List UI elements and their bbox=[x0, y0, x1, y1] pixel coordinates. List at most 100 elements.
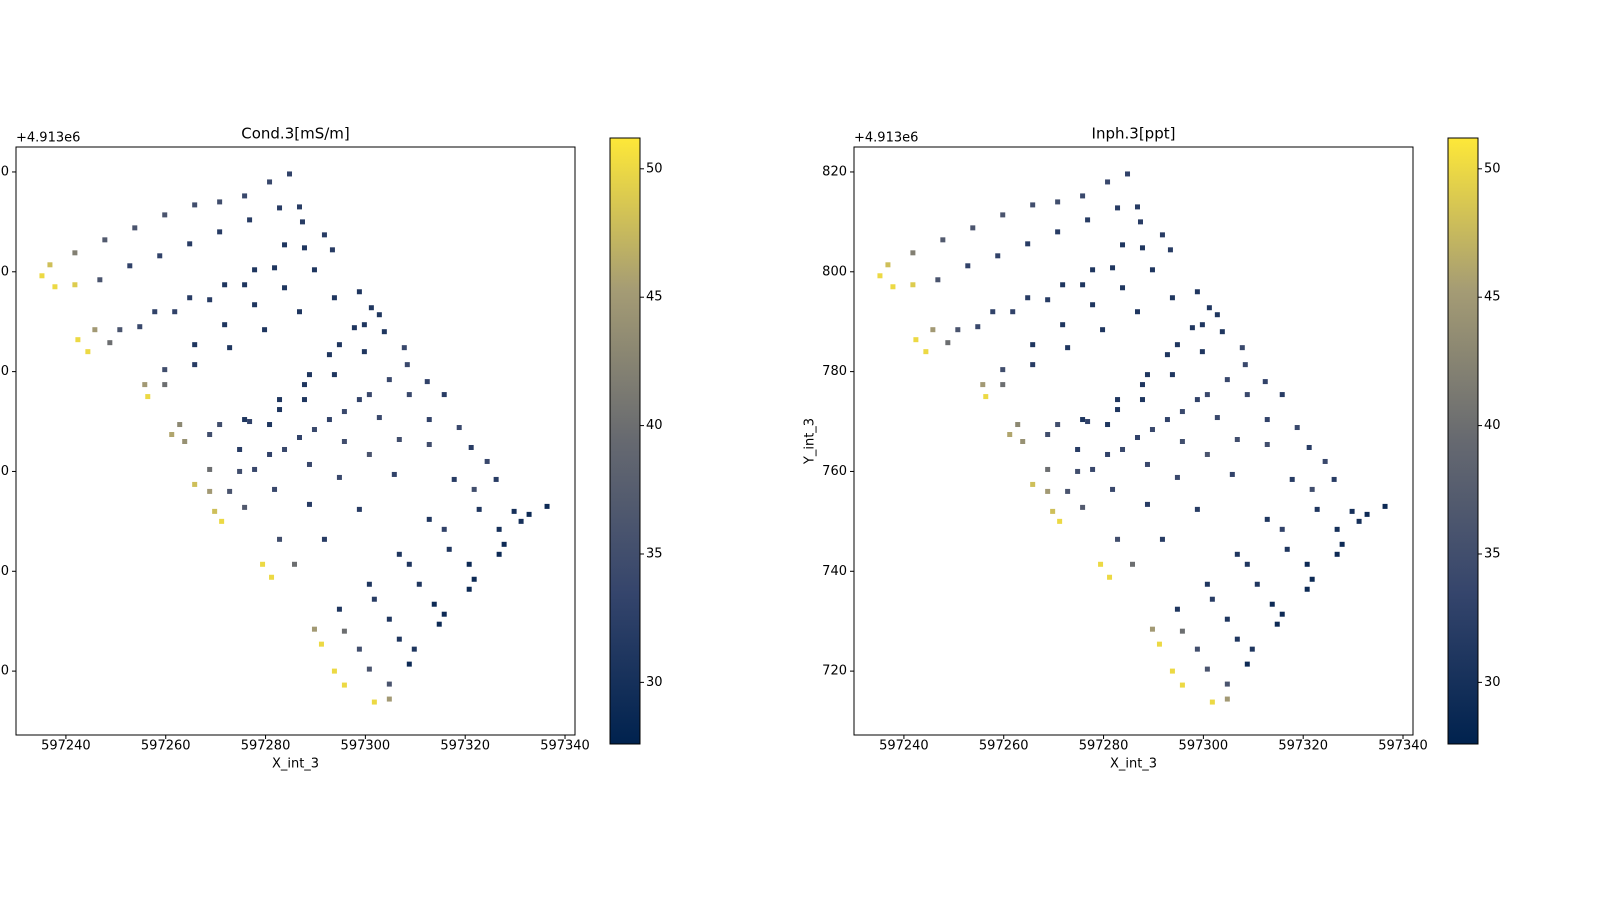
data-point bbox=[137, 324, 143, 330]
data-point bbox=[1174, 474, 1180, 480]
data-point bbox=[117, 327, 123, 333]
x-tick-label: 597320 bbox=[1278, 739, 1328, 754]
data-point bbox=[1334, 526, 1340, 532]
data-point bbox=[242, 504, 248, 510]
data-point bbox=[386, 696, 392, 702]
data-point bbox=[376, 312, 382, 318]
data-point bbox=[242, 193, 248, 199]
data-point bbox=[301, 397, 307, 403]
data-point bbox=[162, 212, 168, 218]
data-point bbox=[192, 481, 198, 487]
data-point bbox=[296, 204, 302, 210]
y-tick-label: 820 bbox=[822, 164, 847, 179]
colorbar-tick-label: 50 bbox=[646, 161, 663, 176]
data-point bbox=[102, 237, 108, 243]
y-tick-label: 800 bbox=[822, 264, 847, 279]
data-point bbox=[1289, 476, 1295, 482]
data-point bbox=[1214, 312, 1220, 318]
data-point bbox=[252, 267, 258, 273]
data-point bbox=[406, 561, 412, 567]
data-point bbox=[301, 245, 307, 251]
data-point bbox=[436, 621, 442, 627]
data-point bbox=[72, 250, 78, 256]
data-point bbox=[1144, 372, 1150, 378]
data-point bbox=[441, 392, 447, 398]
data-point bbox=[145, 394, 151, 400]
data-point bbox=[1309, 486, 1315, 492]
data-point bbox=[227, 488, 233, 494]
data-point bbox=[1100, 327, 1106, 333]
data-point bbox=[386, 377, 392, 383]
data-point bbox=[411, 646, 417, 652]
data-point bbox=[1169, 372, 1175, 378]
data-point bbox=[1120, 242, 1126, 248]
data-point bbox=[1356, 518, 1362, 524]
data-point bbox=[336, 474, 342, 480]
data-point bbox=[1025, 241, 1031, 247]
data-point bbox=[252, 466, 258, 472]
data-point bbox=[983, 394, 989, 400]
data-point bbox=[1194, 397, 1200, 403]
data-point bbox=[356, 646, 362, 652]
data-point bbox=[1000, 382, 1006, 388]
data-point bbox=[341, 438, 347, 444]
data-point bbox=[169, 432, 175, 438]
colorbar-tick-label: 40 bbox=[1484, 418, 1501, 433]
data-point bbox=[267, 422, 273, 428]
data-point bbox=[361, 349, 367, 355]
data-point bbox=[1169, 668, 1175, 674]
colorbar bbox=[609, 137, 641, 745]
data-point bbox=[1269, 601, 1275, 607]
data-point bbox=[217, 199, 223, 205]
data-point bbox=[1274, 621, 1280, 627]
data-point bbox=[192, 362, 198, 368]
data-point bbox=[1139, 397, 1145, 403]
data-point bbox=[52, 284, 58, 290]
data-point bbox=[1339, 541, 1345, 547]
x-axis-label: X_int_3 bbox=[272, 757, 319, 772]
data-point bbox=[252, 302, 258, 308]
data-point bbox=[272, 265, 278, 271]
data-point bbox=[990, 309, 996, 315]
data-point bbox=[351, 325, 357, 331]
data-point bbox=[1199, 349, 1205, 355]
data-point bbox=[501, 541, 507, 547]
data-point bbox=[341, 409, 347, 415]
data-point bbox=[426, 441, 432, 447]
data-point bbox=[885, 262, 891, 268]
data-point bbox=[1194, 646, 1200, 652]
data-point bbox=[1055, 229, 1061, 235]
data-point bbox=[1075, 468, 1081, 474]
data-point bbox=[511, 508, 517, 514]
data-point bbox=[493, 476, 499, 482]
data-point bbox=[217, 422, 223, 428]
data-point bbox=[980, 382, 986, 388]
data-point bbox=[1015, 422, 1021, 428]
data-point bbox=[484, 458, 490, 464]
data-point bbox=[544, 503, 550, 509]
data-point bbox=[1050, 508, 1056, 514]
data-point bbox=[207, 297, 213, 303]
data-point bbox=[386, 616, 392, 622]
y-tick-label: 820 bbox=[0, 164, 9, 179]
data-point bbox=[192, 342, 198, 348]
data-point bbox=[97, 277, 103, 283]
data-point bbox=[1010, 309, 1016, 315]
data-point bbox=[301, 382, 307, 388]
data-point bbox=[1110, 486, 1116, 492]
data-point bbox=[1174, 342, 1180, 348]
data-point bbox=[1090, 302, 1096, 308]
data-point bbox=[299, 219, 305, 225]
data-point bbox=[371, 596, 377, 602]
data-point bbox=[426, 417, 432, 423]
data-point bbox=[85, 349, 91, 355]
data-point bbox=[356, 289, 362, 295]
data-point bbox=[1199, 322, 1205, 328]
data-point bbox=[910, 250, 916, 256]
data-point bbox=[282, 242, 288, 248]
data-point bbox=[1179, 628, 1185, 634]
data-point bbox=[1075, 446, 1081, 452]
data-point bbox=[1189, 325, 1195, 331]
data-point bbox=[1204, 666, 1210, 672]
data-point bbox=[331, 668, 337, 674]
